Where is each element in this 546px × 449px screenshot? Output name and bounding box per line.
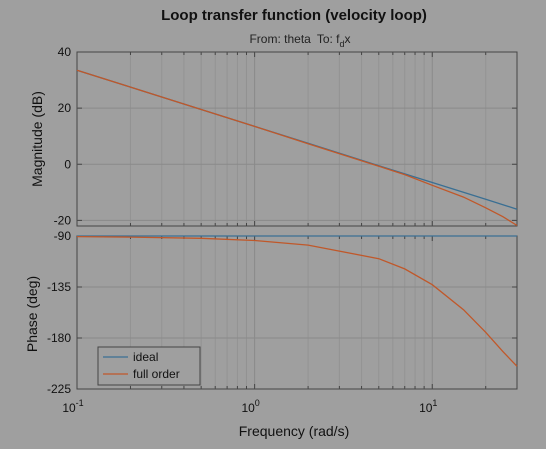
magnitude-plot-area: [76, 51, 518, 227]
phase-series: [76, 235, 518, 367]
subtitle-to-subscript: d: [340, 39, 345, 49]
series-line-full-order-phase: [76, 235, 518, 367]
y-tick-label: -90: [54, 229, 72, 243]
y-tick-label: 40: [58, 45, 72, 59]
y-tick-label: -225: [47, 382, 71, 396]
y-tick-label: 20: [58, 101, 72, 115]
phase-y-ticks: -225 -180 -135 -90: [47, 229, 517, 396]
subtitle-to-suffix: x: [345, 32, 351, 46]
magnitude-series: [76, 69, 518, 226]
legend-box: [97, 346, 201, 386]
magnitude-y-ticks: -20 0 20 40: [54, 45, 517, 227]
chart-title: Loop transfer function (velocity loop): [161, 7, 427, 24]
y-tick-label: -20: [54, 213, 72, 227]
phase-panel: -225 -180 -135 -90: [47, 229, 518, 396]
phase-y-axis-label: Phase (deg): [24, 276, 40, 352]
magnitude-panel: -20 0 20 40: [54, 45, 518, 227]
subtitle-from: From: theta: [249, 32, 311, 46]
x-tick-label: 100: [241, 398, 259, 415]
subtitle-to-prefix: To: f: [317, 32, 340, 46]
phase-grid: [77, 236, 517, 389]
x-axis-label: Frequency (rad/s): [239, 423, 349, 439]
y-tick-label: -135: [47, 280, 71, 294]
legend-label-full-order: full order: [133, 367, 180, 381]
legend: ideal full order: [97, 346, 201, 386]
magnitude-y-axis-label: Magnitude (dB): [29, 91, 45, 187]
x-tick-label: 10-1: [62, 398, 83, 415]
y-tick-label: 0: [64, 157, 71, 171]
chart-subtitle: From: theta To: fdx: [249, 32, 350, 49]
x-ticks: 10-1 100 101: [62, 398, 437, 415]
x-tick-label: 101: [419, 398, 437, 415]
magnitude-grid: [77, 52, 517, 226]
series-line-full-order-magnitude: [76, 69, 518, 226]
y-tick-label: -180: [47, 331, 71, 345]
legend-label-ideal: ideal: [133, 350, 158, 364]
